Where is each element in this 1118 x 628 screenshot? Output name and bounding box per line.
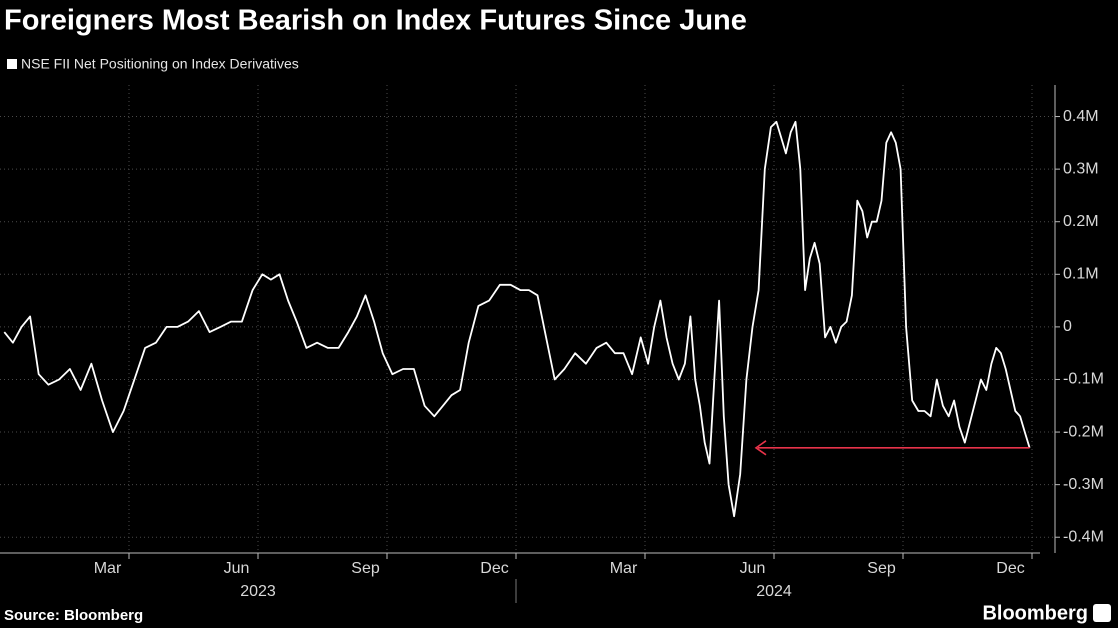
x-tick-label: Sep: [351, 560, 380, 577]
legend-label: NSE FII Net Positioning on Index Derivat…: [21, 56, 299, 72]
x-tick-label: Sep: [867, 560, 896, 577]
y-tick-label: -0.2M: [1063, 423, 1104, 440]
y-tick-label: -0.3M: [1063, 476, 1104, 493]
series-line: [3, 120, 1031, 518]
y-tick-label: 0.3M: [1063, 160, 1099, 177]
x-tick-label: Mar: [610, 560, 638, 577]
x-tick-label: Dec: [480, 560, 508, 577]
source: Source: Bloomberg: [4, 607, 143, 624]
x-tick-label: Jun: [224, 560, 250, 577]
x-year-label: 2023: [240, 583, 276, 600]
chart-title: Foreigners Most Bearish on Index Futures…: [4, 5, 747, 37]
y-tick-label: -0.4M: [1063, 528, 1104, 545]
x-tick-label: Jun: [740, 560, 766, 577]
legend-swatch: [7, 59, 17, 69]
y-tick-label: 0.2M: [1063, 213, 1099, 230]
x-tick-label: Mar: [94, 560, 122, 577]
brand-icon: [1093, 604, 1111, 622]
y-tick-label: -0.1M: [1063, 371, 1104, 388]
y-tick-label: 0.1M: [1063, 266, 1099, 283]
brand: Bloomberg: [982, 602, 1088, 624]
annotation-arrowhead: [754, 440, 767, 456]
y-tick-label: 0: [1063, 318, 1072, 335]
x-tick-label: Dec: [996, 560, 1024, 577]
x-year-label: 2024: [756, 583, 792, 600]
y-tick-label: 0.4M: [1063, 108, 1099, 125]
